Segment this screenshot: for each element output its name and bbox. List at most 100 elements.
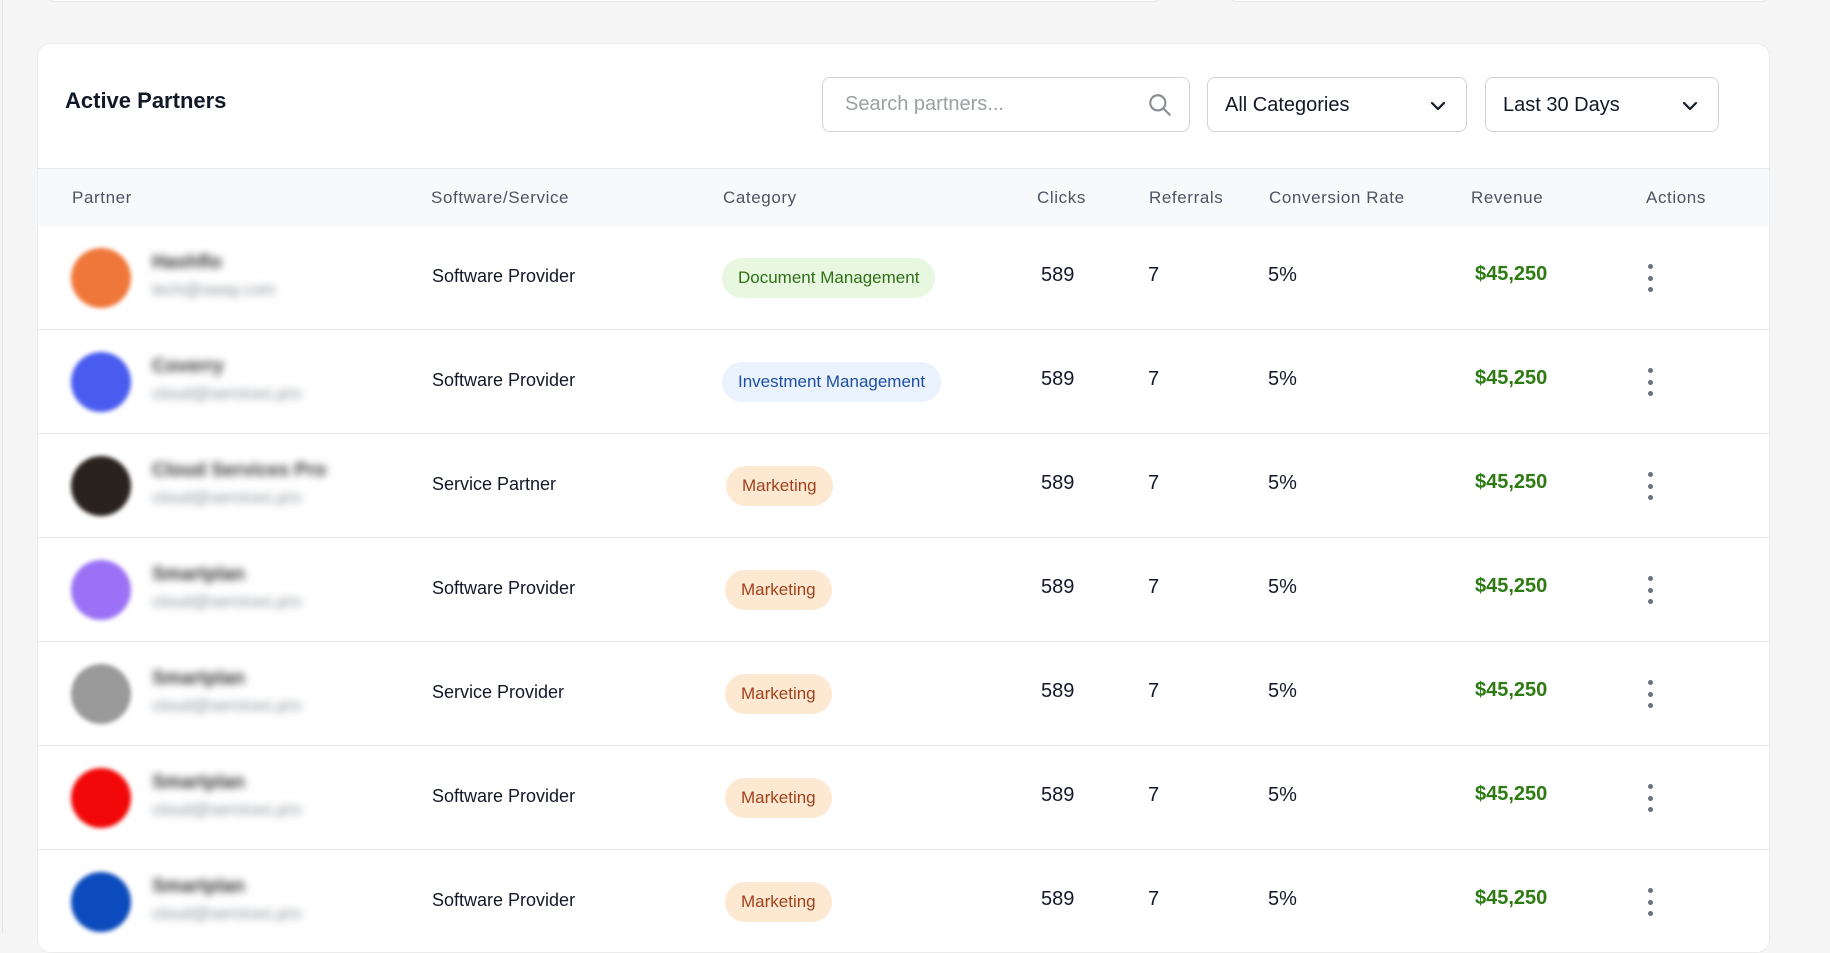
date-range-select-value: Last 30 Days — [1503, 94, 1620, 116]
table-row[interactable]: Coverry cloud@services.pro Software Prov… — [38, 330, 1769, 434]
more-vertical-icon — [1647, 472, 1653, 477]
column-header-clicks[interactable]: Clicks — [1037, 188, 1086, 207]
category-badge: Marketing — [725, 570, 832, 610]
partner-name: Smartplan — [152, 668, 245, 689]
clicks-value: 589 — [1041, 264, 1075, 286]
partners-table-body: Hashflo tech@sway.com Software Provider … — [38, 226, 1769, 952]
category-badge: Document Management — [722, 258, 936, 298]
category-badge: Marketing — [726, 466, 833, 506]
more-vertical-icon — [1647, 264, 1653, 269]
referrals-value: 7 — [1148, 888, 1160, 910]
referrals-value: 7 — [1148, 680, 1160, 702]
row-actions-button[interactable] — [1640, 576, 1660, 604]
more-vertical-icon — [1647, 784, 1653, 789]
referrals-value: 7 — [1148, 576, 1160, 598]
category-select[interactable]: All Categories — [1207, 77, 1467, 132]
page-left-border — [2, 0, 3, 933]
column-header-revenue[interactable]: Revenue — [1471, 188, 1544, 207]
table-row[interactable]: Smartplan cloud@services.pro Service Pro… — [38, 642, 1769, 746]
table-row[interactable]: Smartplan cloud@services.pro Software Pr… — [38, 746, 1769, 850]
page-title: Active Partners — [65, 88, 227, 113]
column-header-conversion-rate[interactable]: Conversion Rate — [1269, 188, 1405, 207]
category-badge: Marketing — [725, 778, 832, 818]
search-icon[interactable] — [1147, 92, 1173, 118]
category-badge: Marketing — [725, 674, 832, 714]
revenue-value: $45,250 — [1475, 471, 1548, 493]
active-partners-card: Active Partners All Categories Last 30 D… — [37, 43, 1770, 953]
chevron-down-icon — [1682, 101, 1698, 111]
column-header-partner[interactable]: Partner — [72, 188, 132, 207]
clicks-value: 589 — [1041, 784, 1075, 806]
revenue-value: $45,250 — [1475, 575, 1548, 597]
service-type: Software Provider — [432, 890, 576, 910]
referrals-value: 7 — [1148, 368, 1160, 390]
partner-name: Hashflo — [152, 252, 222, 273]
summary-card-left — [44, 0, 1164, 2]
avatar — [71, 352, 131, 412]
service-type: Service Provider — [432, 682, 565, 702]
column-header-service[interactable]: Software/Service — [431, 188, 570, 207]
chevron-down-icon — [1430, 101, 1446, 111]
avatar — [71, 248, 131, 308]
category-select-value: All Categories — [1225, 94, 1350, 116]
column-header-referrals[interactable]: Referrals — [1149, 188, 1224, 207]
more-vertical-icon — [1647, 888, 1653, 893]
more-vertical-icon — [1647, 680, 1653, 685]
conversion-rate-value: 5% — [1268, 680, 1297, 702]
row-actions-button[interactable] — [1640, 888, 1660, 916]
partner-email: cloud@services.pro — [152, 904, 302, 923]
partner-email: cloud@services.pro — [152, 800, 302, 819]
service-type: Software Provider — [432, 370, 576, 390]
clicks-value: 589 — [1041, 472, 1075, 494]
service-type: Software Provider — [432, 266, 576, 286]
conversion-rate-value: 5% — [1268, 368, 1297, 390]
referrals-value: 7 — [1148, 472, 1160, 494]
clicks-value: 589 — [1041, 368, 1075, 390]
avatar — [71, 560, 131, 620]
conversion-rate-value: 5% — [1268, 888, 1297, 910]
table-row[interactable]: Smartplan cloud@services.pro Software Pr… — [38, 850, 1769, 952]
conversion-rate-value: 5% — [1268, 784, 1297, 806]
row-actions-button[interactable] — [1640, 472, 1660, 500]
clicks-value: 589 — [1041, 576, 1075, 598]
revenue-value: $45,250 — [1475, 263, 1548, 285]
revenue-value: $45,250 — [1475, 887, 1548, 909]
partner-email: cloud@services.pro — [152, 696, 302, 715]
row-actions-button[interactable] — [1640, 680, 1660, 708]
table-row[interactable]: Cloud Services Pro cloud@services.pro Se… — [38, 434, 1769, 538]
revenue-value: $45,250 — [1475, 679, 1548, 701]
clicks-value: 589 — [1041, 680, 1075, 702]
service-type: Software Provider — [432, 578, 576, 598]
conversion-rate-value: 5% — [1268, 264, 1297, 286]
partner-email: cloud@services.pro — [152, 592, 302, 611]
partner-name: Cloud Services Pro — [152, 460, 327, 481]
revenue-value: $45,250 — [1475, 367, 1548, 389]
card-header: Active Partners All Categories Last 30 D… — [38, 44, 1769, 168]
search-input[interactable] — [823, 78, 1133, 131]
partner-email: cloud@services.pro — [152, 488, 302, 507]
service-type: Software Provider — [432, 786, 576, 806]
category-badge: Marketing — [725, 882, 832, 922]
search-box[interactable] — [822, 77, 1190, 132]
column-header-category[interactable]: Category — [723, 188, 797, 207]
category-badge: Investment Management — [722, 362, 942, 402]
date-range-select[interactable]: Last 30 Days — [1485, 77, 1719, 132]
revenue-value: $45,250 — [1475, 783, 1548, 805]
row-actions-button[interactable] — [1640, 368, 1660, 396]
table-row[interactable]: Hashflo tech@sway.com Software Provider … — [38, 226, 1769, 330]
avatar — [71, 872, 131, 932]
partner-email: cloud@services.pro — [152, 384, 302, 403]
avatar — [71, 664, 131, 724]
more-vertical-icon — [1647, 576, 1653, 581]
conversion-rate-value: 5% — [1268, 472, 1297, 494]
more-vertical-icon — [1647, 368, 1653, 373]
summary-card-right — [1226, 0, 1772, 2]
row-actions-button[interactable] — [1640, 264, 1660, 292]
referrals-value: 7 — [1148, 784, 1160, 806]
service-type: Service Partner — [432, 474, 557, 494]
table-row[interactable]: Smartplan cloud@services.pro Software Pr… — [38, 538, 1769, 642]
referrals-value: 7 — [1148, 264, 1160, 286]
row-actions-button[interactable] — [1640, 784, 1660, 812]
conversion-rate-value: 5% — [1268, 576, 1297, 598]
avatar — [71, 768, 131, 828]
